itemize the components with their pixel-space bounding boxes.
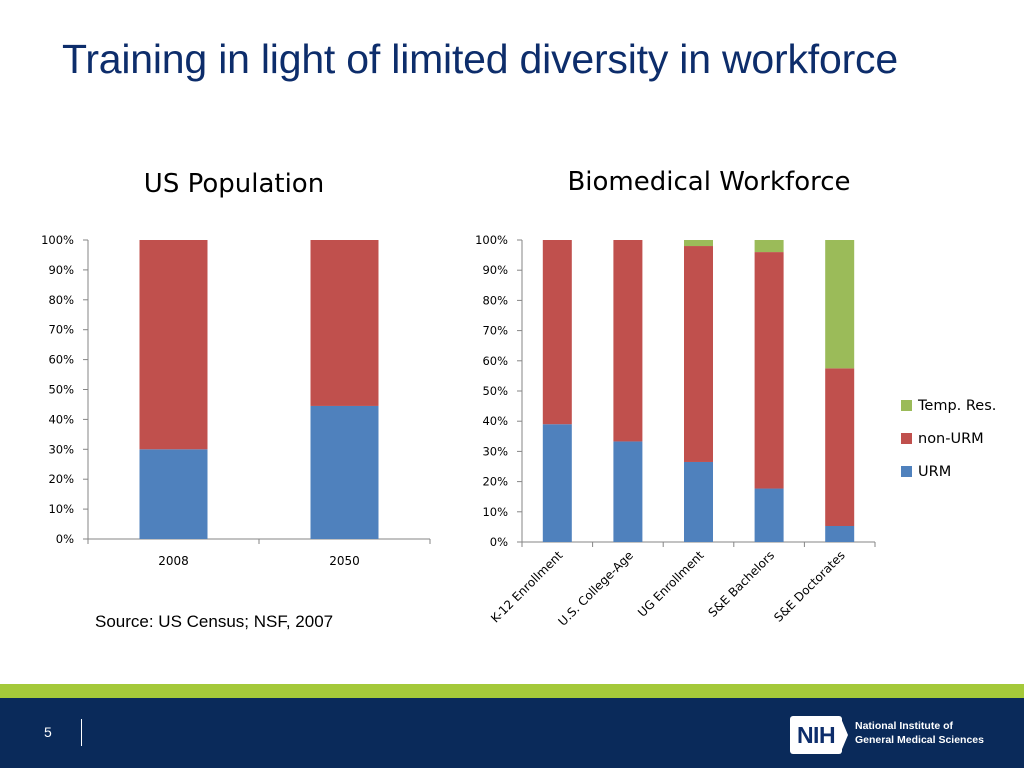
institute-name-line-1: National Institute of xyxy=(855,720,953,732)
bar-segment-non-urm xyxy=(310,240,379,406)
legend-swatch xyxy=(901,433,912,444)
nih-logo: NIH xyxy=(790,716,842,754)
y-tick-label: 30% xyxy=(482,444,508,458)
bar-segment-urm xyxy=(825,525,855,542)
bar-segment-non-urm xyxy=(754,252,784,489)
chart-title: Biomedical Workforce xyxy=(567,167,850,197)
y-tick-label: 100% xyxy=(41,233,74,247)
y-tick-label: 70% xyxy=(48,323,74,337)
x-tick-label: 2050 xyxy=(329,554,360,568)
y-tick-label: 10% xyxy=(482,505,508,519)
y-tick-label: 40% xyxy=(48,412,74,426)
bar-segment-urm xyxy=(684,461,713,542)
bar-segment-urm xyxy=(613,441,643,542)
y-tick-label: 50% xyxy=(482,384,508,398)
y-tick-label: 80% xyxy=(48,293,74,307)
bar-segment-temp-res xyxy=(825,240,855,369)
slide-title: Training in light of limited diversity i… xyxy=(62,36,898,82)
bar-segment-non-urm xyxy=(684,246,713,462)
x-tick-label: U.S. College-Age xyxy=(555,548,636,629)
footer-accent-stripe xyxy=(0,684,1024,698)
bar-segment-non-urm xyxy=(825,368,855,526)
y-tick-label: 0% xyxy=(490,535,508,549)
bar-segment-temp-res xyxy=(684,240,713,247)
institute-name-line-2: General Medical Sciences xyxy=(855,734,984,746)
legend-label: non-URM xyxy=(918,431,984,447)
page-number: 5 xyxy=(44,724,52,740)
source-note: Source: US Census; NSF, 2007 xyxy=(95,612,334,631)
x-tick-label: 2008 xyxy=(158,554,189,568)
bar-segment-non-urm xyxy=(542,240,572,425)
legend-swatch xyxy=(901,400,912,411)
bar-segment-temp-res xyxy=(754,240,784,253)
nih-logo-text: NIH xyxy=(796,722,836,748)
y-tick-label: 60% xyxy=(48,353,74,367)
y-tick-label: 90% xyxy=(482,263,508,277)
x-tick-label: S&E Bachelors xyxy=(706,548,778,620)
y-tick-label: 100% xyxy=(475,233,508,247)
y-tick-label: 70% xyxy=(482,324,508,338)
x-tick-label: S&E Doctorates xyxy=(771,548,848,625)
bar-segment-urm xyxy=(310,405,379,539)
y-tick-label: 50% xyxy=(48,383,74,397)
y-tick-label: 0% xyxy=(56,532,74,546)
legend-label: Temp. Res. xyxy=(917,398,996,414)
footer-bar xyxy=(0,698,1024,768)
y-tick-label: 60% xyxy=(482,354,508,368)
x-tick-label: UG Enrollment xyxy=(635,548,707,620)
bar-segment-non-urm xyxy=(613,240,643,442)
y-tick-label: 20% xyxy=(482,475,508,489)
legend-swatch xyxy=(901,466,912,477)
nih-logo-wing xyxy=(840,716,848,754)
y-tick-label: 30% xyxy=(48,442,74,456)
bar-segment-urm xyxy=(542,424,572,542)
y-tick-label: 40% xyxy=(482,414,508,428)
y-tick-label: 80% xyxy=(482,293,508,307)
chart-title: US Population xyxy=(144,169,324,199)
x-tick-label: K-12 Enrollment xyxy=(488,548,565,625)
bar-segment-non-urm xyxy=(139,240,208,450)
y-tick-label: 20% xyxy=(48,472,74,486)
y-tick-label: 90% xyxy=(48,263,74,277)
legend-label: URM xyxy=(918,464,951,480)
y-tick-label: 10% xyxy=(48,502,74,516)
bar-segment-urm xyxy=(139,449,208,539)
footer-divider xyxy=(81,719,82,746)
bar-segment-urm xyxy=(754,488,784,542)
